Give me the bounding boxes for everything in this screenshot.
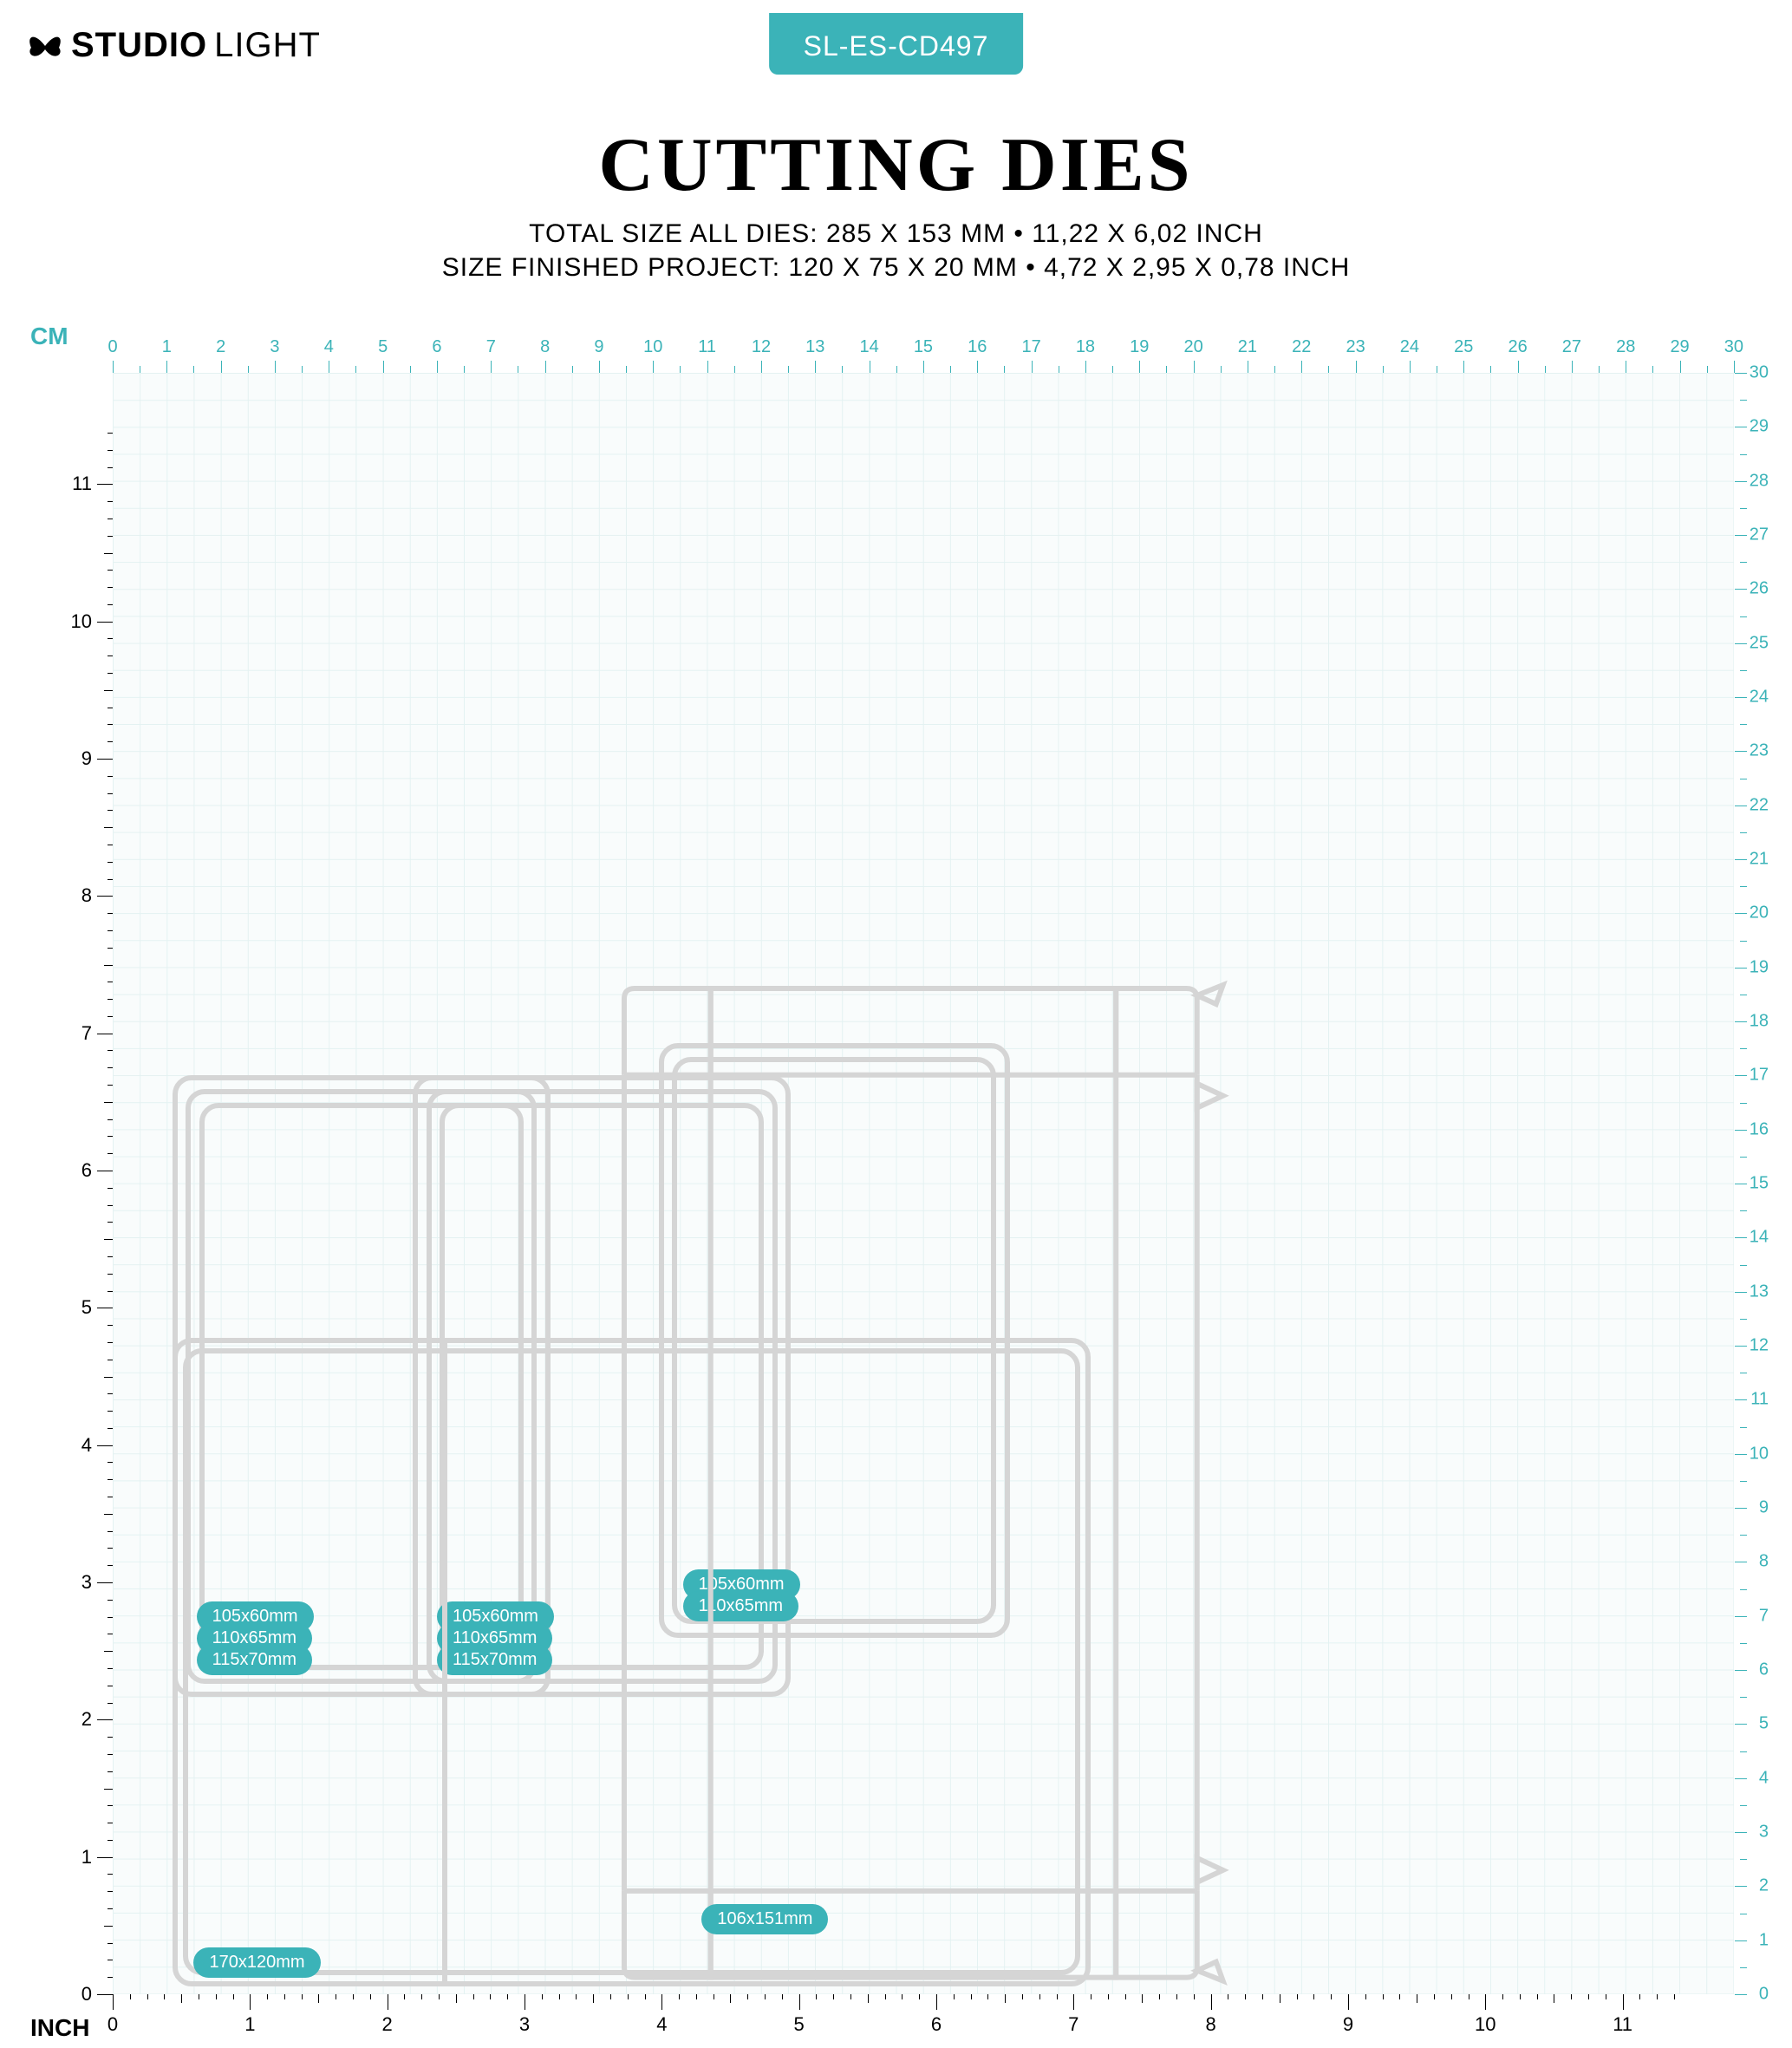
grid-canvas: 105x60mm110x65mm115x70mm105x60mm110x65mm…	[113, 373, 1734, 1994]
brand-logo: STUDIOLIGHT	[26, 26, 321, 65]
die-folder-fold	[442, 1338, 447, 1986]
diagram-area: CM INCH 01234567891011121314151617181920…	[30, 321, 1764, 1994]
ruler-inch-left: 01234567891011	[69, 373, 113, 1994]
page-title: CUTTING DIES	[0, 121, 1792, 209]
subtitle: TOTAL SIZE ALL DIES: 285 X 153 MM • 11,2…	[0, 217, 1792, 284]
ruler-cm-top: 0123456789101112131415161718192021222324…	[113, 321, 1734, 373]
cm-label: CM	[30, 323, 68, 350]
die-box-net	[616, 962, 1241, 1986]
inch-label-left: INCH	[30, 2014, 89, 2042]
subtitle-line2: SIZE FINISHED PROJECT: 120 X 75 X 20 MM …	[0, 251, 1792, 284]
subtitle-line1: TOTAL SIZE ALL DIES: 285 X 153 MM • 11,2…	[0, 217, 1792, 251]
dimension-badge: 106x151mm	[701, 1904, 828, 1934]
butterfly-icon	[26, 29, 64, 63]
ruler-inch-bottom: 01234567891011	[113, 1994, 1734, 2038]
logo-bold: STUDIO	[71, 26, 207, 65]
logo-light: LIGHT	[214, 26, 321, 65]
sku-badge: SL-ES-CD497	[769, 13, 1024, 75]
dimension-badge: 170x120mm	[193, 1947, 320, 1978]
